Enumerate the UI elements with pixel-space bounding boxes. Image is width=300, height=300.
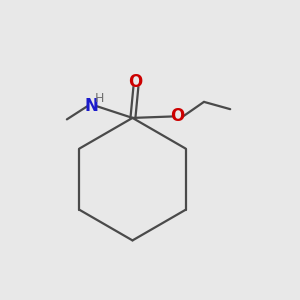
Text: H: H xyxy=(94,92,104,105)
Text: O: O xyxy=(128,73,142,91)
Text: N: N xyxy=(85,97,99,115)
Text: O: O xyxy=(171,107,185,125)
